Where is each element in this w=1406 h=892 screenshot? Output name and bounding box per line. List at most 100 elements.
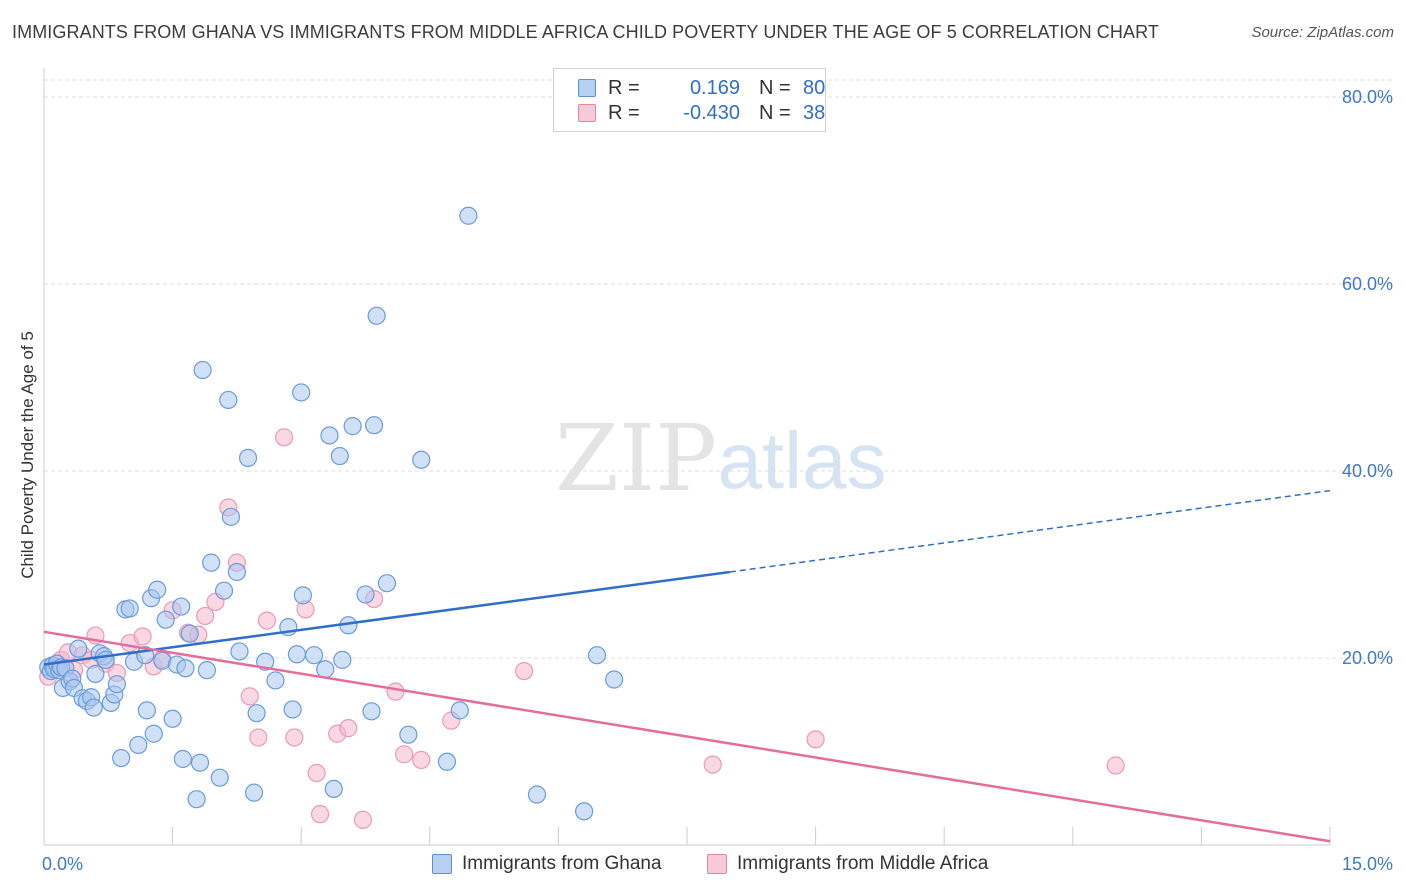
ghana-point	[283, 700, 302, 719]
ghana-point	[163, 709, 182, 728]
ghana-point	[587, 646, 607, 665]
middle-africa-point	[240, 687, 259, 706]
r-value-middle-africa: -0.430	[683, 101, 740, 124]
middle-africa-point	[703, 755, 722, 774]
middle-africa-point	[1106, 756, 1125, 775]
ghana-point	[247, 704, 266, 723]
ghana-point	[197, 661, 216, 680]
middle-africa-point	[394, 745, 414, 764]
ghana-point	[193, 360, 212, 380]
n-label: N =	[759, 101, 791, 124]
x-tick-label-min: 0.0%	[42, 854, 83, 874]
ghana-point	[287, 645, 307, 664]
n-label: N =	[759, 76, 791, 99]
middle-africa-swatch	[578, 104, 596, 122]
middle-africa-point	[339, 719, 358, 738]
ghana-point	[244, 783, 264, 802]
middle-africa-point	[353, 810, 373, 829]
middle-africa-point	[249, 728, 268, 747]
legend-middle-africa: Immigrants from Middle Africa	[707, 851, 988, 877]
ghana-point	[214, 581, 234, 600]
watermark-atlas: atlas	[718, 416, 887, 505]
ghana-point	[69, 639, 88, 658]
ghana-point	[316, 660, 335, 679]
ghana-point	[210, 768, 229, 787]
ghana-point	[362, 702, 381, 721]
middle-africa-point	[386, 682, 405, 701]
ghana-point	[84, 698, 103, 717]
ghana-point	[459, 206, 478, 225]
axes	[43, 68, 1331, 846]
ghana-point	[120, 599, 139, 618]
ghana-point	[172, 597, 191, 616]
ghana-point	[450, 701, 469, 720]
middle-africa-point	[806, 730, 825, 749]
ghana-point	[129, 735, 148, 755]
legend-ghana-label: Immigrants from Ghana	[462, 853, 662, 874]
ghana-point	[238, 448, 258, 468]
ghana-point	[324, 779, 343, 799]
ghana-point	[343, 417, 362, 436]
ghana-point	[330, 446, 349, 466]
ghana-point	[266, 671, 285, 690]
ghana-point	[399, 725, 418, 744]
y-tick-label: 80.0%	[1342, 87, 1393, 107]
middle-africa-point	[133, 627, 152, 646]
tick-labels: 20.0% 40.0% 60.0% 80.0% 0.0% 15.0%	[42, 87, 1393, 874]
ghana-swatch	[578, 79, 596, 97]
ghana-point	[187, 790, 206, 809]
ghana-point	[180, 624, 199, 643]
ghana-point	[190, 753, 210, 772]
n-value-middle-africa: 38	[803, 101, 826, 124]
middle-africa-point	[274, 428, 294, 447]
ghana-point	[320, 426, 339, 445]
y-tick-label: 60.0%	[1342, 274, 1393, 294]
stats-box: R = 0.169 N = 80 R = -0.430 N = 38	[553, 68, 826, 132]
ghana-point	[292, 383, 311, 402]
ghana-point	[107, 675, 126, 694]
ghana-point	[605, 670, 624, 689]
data-points	[39, 206, 1125, 829]
legend-ghana: Immigrants from Ghana	[432, 851, 662, 877]
ghana-point	[86, 664, 105, 683]
ghana-point	[96, 650, 115, 669]
legend-middle-africa-swatch	[707, 854, 727, 874]
ghana-point	[575, 802, 594, 821]
stats-row-middle-africa: R = -0.430 N = 38	[578, 100, 825, 126]
ghana-point	[377, 574, 397, 593]
watermark: ZIP atlas	[555, 405, 887, 512]
ghana-point	[227, 562, 246, 582]
middle-africa-point	[412, 750, 431, 770]
stats-row-ghana: R = 0.169 N = 80	[578, 75, 825, 101]
ghana-point	[156, 610, 175, 629]
r-label: R =	[608, 76, 640, 99]
ghana-point	[304, 646, 324, 665]
legend-middle-africa-label: Immigrants from Middle Africa	[737, 853, 989, 874]
ghana-point	[202, 553, 221, 572]
r-label: R =	[608, 101, 640, 124]
y-tick-label: 20.0%	[1342, 648, 1393, 668]
middle-africa-point	[257, 611, 277, 630]
ghana-point	[144, 724, 163, 743]
ghana-point	[112, 748, 131, 768]
watermark-zip: ZIP	[555, 405, 717, 512]
n-value-ghana: 80	[803, 76, 826, 99]
ghana-point	[230, 642, 249, 661]
middle-africa-point	[310, 805, 330, 824]
ghana-point	[367, 306, 386, 325]
ghana-point	[173, 749, 192, 769]
ghana-point	[176, 659, 195, 678]
ghana-point	[356, 585, 375, 604]
trend-lines	[43, 489, 1331, 843]
grid-lines	[44, 79, 1393, 659]
ghana-point	[293, 586, 313, 605]
legend-ghana-swatch	[432, 854, 452, 874]
ghana-point	[364, 416, 384, 435]
ghana-point	[219, 390, 238, 410]
middle-africa-point	[285, 728, 304, 747]
y-tick-label: 40.0%	[1342, 461, 1393, 481]
ghana-point	[527, 785, 547, 804]
r-value-ghana: 0.169	[689, 76, 740, 99]
middle-africa-point	[515, 661, 534, 681]
